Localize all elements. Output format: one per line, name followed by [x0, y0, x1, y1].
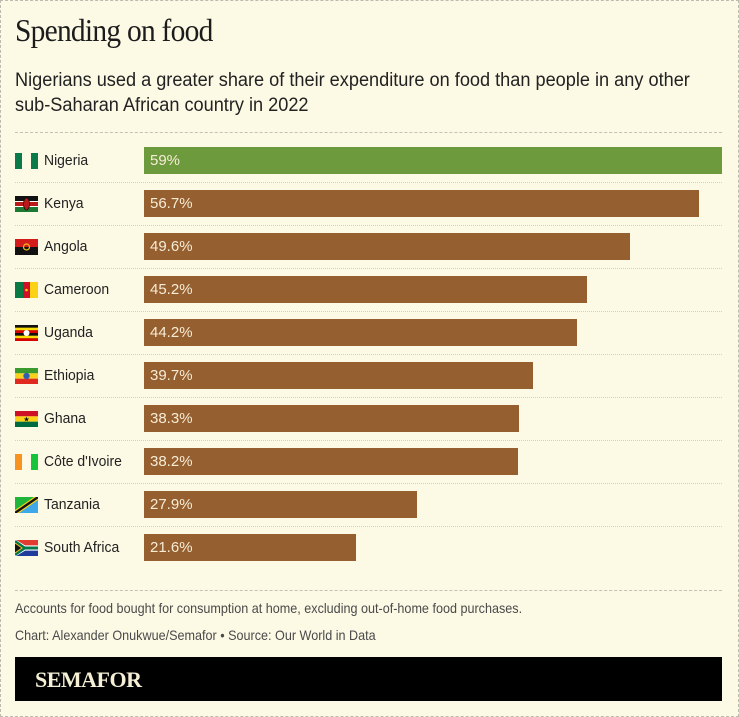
- kenya-flag-icon: [15, 195, 38, 212]
- cameroon-flag-icon: [15, 281, 38, 298]
- top-divider: [15, 132, 722, 133]
- brand-logo: SEMAFOR: [35, 667, 142, 692]
- tanzania-flag-icon: [15, 496, 38, 513]
- ethiopia-flag-icon: [15, 367, 38, 384]
- category-label-nigeria: Nigeria: [15, 147, 92, 174]
- country-name: Kenya: [44, 195, 84, 212]
- bar-value-label-nigeria: 59%: [150, 152, 181, 169]
- bar-value-label-cameroon: 45.2%: [150, 281, 193, 298]
- country-name: Côte d'Ivoire: [44, 453, 122, 470]
- bar-tanzania: [144, 491, 418, 518]
- bar-ethiopia: [144, 362, 533, 389]
- chart-subtitle: Nigerians used a greater share of their …: [15, 70, 690, 116]
- category-label-c-te-d-ivoire: Côte d'Ivoire: [15, 448, 128, 475]
- country-name: Ghana: [44, 410, 86, 427]
- chart-note: Accounts for food bought for consumption…: [15, 600, 523, 616]
- bar-value-label-uganda: 44.2%: [150, 324, 193, 341]
- country-name: South Africa: [44, 539, 120, 556]
- category-label-cameroon: Cameroon: [15, 276, 114, 303]
- row-divider: [15, 182, 722, 183]
- bar-south-africa: [144, 534, 356, 561]
- row-divider: [15, 268, 722, 269]
- bar-cameroon: [144, 276, 587, 303]
- category-label-angola: Angola: [15, 233, 91, 260]
- category-label-south-africa: South Africa: [15, 534, 125, 561]
- bar-value-label-ghana: 38.3%: [150, 410, 193, 427]
- bar-value-label-south-africa: 21.6%: [150, 539, 193, 556]
- south-africa-flag-icon: [15, 539, 38, 556]
- bar-uganda: [144, 319, 577, 346]
- category-label-uganda: Uganda: [15, 319, 97, 346]
- bar-value-label-ethiopia: 39.7%: [150, 367, 193, 384]
- uganda-flag-icon: [15, 324, 38, 341]
- brand-bar: SEMAFOR: [15, 657, 722, 701]
- chart-title: Spending on food: [15, 12, 213, 48]
- row-divider: [15, 397, 722, 398]
- row-divider: [15, 483, 722, 484]
- bar-value-label-tanzania: 27.9%: [150, 496, 193, 513]
- row-divider: [15, 311, 722, 312]
- bar-kenya: [144, 190, 700, 217]
- row-divider: [15, 526, 722, 527]
- row-divider: [15, 354, 722, 355]
- bar-nigeria: [144, 147, 722, 174]
- ghana-flag-icon: [15, 410, 38, 427]
- category-label-kenya: Kenya: [15, 190, 87, 217]
- category-label-ethiopia: Ethiopia: [15, 362, 98, 389]
- angola-flag-icon: [15, 238, 38, 255]
- country-name: Angola: [44, 238, 88, 255]
- bar-c-te-d-ivoire: [144, 448, 519, 475]
- bar-value-label-angola: 49.6%: [150, 238, 193, 255]
- country-name: Tanzania: [44, 496, 100, 513]
- row-divider: [15, 225, 722, 226]
- bar-value-label-kenya: 56.7%: [150, 195, 193, 212]
- cote-divoire-flag-icon: [15, 453, 38, 470]
- country-name: Nigeria: [44, 152, 89, 169]
- country-name: Cameroon: [44, 281, 110, 298]
- chart-credit: Chart: Alexander Onukwue/Semafor • Sourc…: [15, 627, 376, 643]
- bar-value-label-c-te-d-ivoire: 38.2%: [150, 453, 193, 470]
- nigeria-flag-icon: [15, 152, 38, 169]
- bottom-divider: [15, 590, 722, 591]
- category-label-ghana: Ghana: [15, 405, 89, 432]
- bar-angola: [144, 233, 630, 260]
- row-divider: [15, 440, 722, 441]
- country-name: Ethiopia: [44, 367, 95, 384]
- category-label-tanzania: Tanzania: [15, 491, 104, 518]
- country-name: Uganda: [44, 324, 93, 341]
- bar-ghana: [144, 405, 520, 432]
